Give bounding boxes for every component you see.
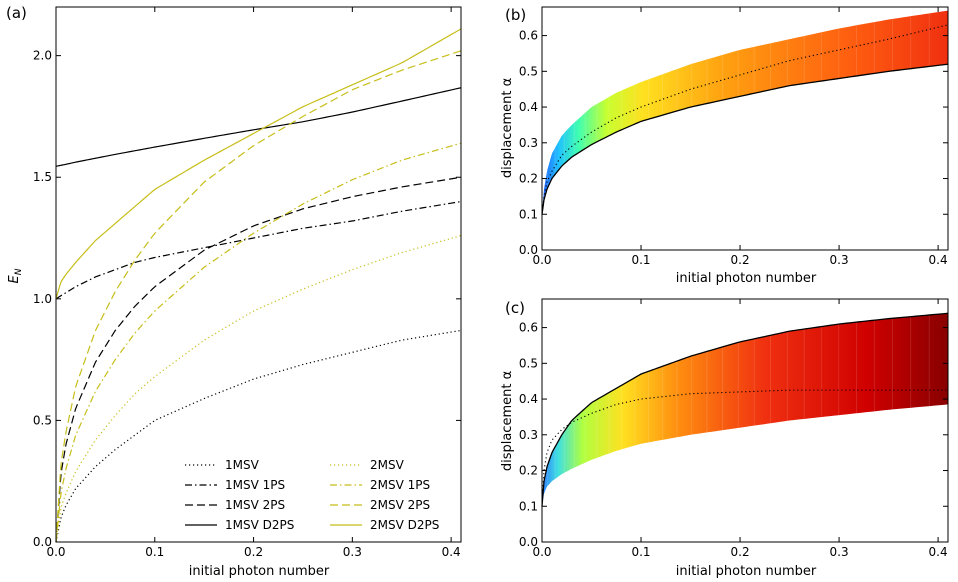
panel-b-ytick-label: 0.6: [519, 29, 538, 43]
panel-a-plot-area: 0.0 0.1 0.2 0.3 0.4 0.0 0.5 1.0 1.5 2.0: [33, 7, 462, 559]
legend-label: 2MSV 1PS: [370, 478, 430, 492]
legend-label: 2MSV 2PS: [370, 498, 430, 512]
panel-b-xtick-label: 0.3: [830, 253, 849, 267]
panel-b: (b) 0.0 0.1 0.2 0.3 0.4 0.0 0.1 0.2 0.3 0.4 0.5 0.6…: [500, 6, 949, 286]
panel-a: (a) 0.0 0.1 0.2 0.3 0.4 0.0 0.5 1.0 1.5 2.0 initi…: [6, 4, 462, 579]
panel-c-ytick-label: 0.3: [519, 428, 538, 442]
panel-c-band: [542, 313, 948, 507]
panel-c-ytick-label: 0.4: [519, 392, 538, 406]
panel-b-xtick-label: 0.2: [731, 253, 750, 267]
panel-a-legend: 1MSV 1MSV 1PS 1MSV 2PS 1MSV D2PS 2MSV 2MSV 1P…: [185, 458, 439, 532]
panel-a-xtick-label: 0.1: [145, 545, 164, 559]
panel-b-xtick-label: 0.1: [631, 253, 650, 267]
panel-a-series-2msv-d2ps: [55, 28, 462, 299]
panel-b-ytick-label: 0.3: [519, 136, 538, 150]
panel-a-xtick-label: 0.0: [46, 545, 65, 559]
panel-c-frame: [541, 298, 949, 543]
panel-a-series-1msv: [55, 329, 462, 543]
panel-a-series-1msv-2ps: [55, 176, 462, 543]
legend-label: 2MSV D2PS: [370, 518, 439, 532]
panel-b-lower-boundary: [541, 63, 949, 215]
panel-a-ytick-label: 1.0: [33, 292, 52, 306]
panel-a-xtick-label: 0.2: [244, 545, 263, 559]
panel-b-ytick-label: 0.0: [519, 243, 538, 257]
panel-b-label: (b): [505, 6, 526, 24]
panel-a-ylabel: EN: [7, 268, 24, 283]
panel-a-series-2msv-1ps: [55, 142, 462, 543]
panel-c: (c) 0.0 0.1 0.2 0.3 0.4 0.0 0.1 0.2 0.3 0.4 0.5 0.6…: [500, 298, 949, 579]
panel-c-xlabel: initial photon number: [676, 564, 817, 579]
panel-a-series-1msv-1ps: [55, 200, 462, 300]
panel-c-plot-area: 0.0 0.1 0.2 0.3 0.4 0.0 0.1 0.2 0.3 0.4 0.5 0.6: [519, 299, 949, 559]
panel-b-ytick-label: 0.2: [519, 172, 538, 186]
panel-c-xtick-label: 0.2: [731, 545, 750, 559]
panel-a-ytick-label: 0.0: [33, 535, 52, 549]
panel-c-ytick-label: 0.6: [519, 321, 538, 335]
legend-label: 1MSV 2PS: [225, 498, 285, 512]
panel-b-ytick-label: 0.5: [519, 64, 538, 78]
panel-b-xlabel: initial photon number: [676, 271, 817, 286]
panel-c-ylabel: displacement α: [500, 371, 515, 471]
panel-a-ytick-label: 0.5: [33, 413, 52, 427]
panel-c-optimal-curve: [541, 389, 948, 507]
panel-c-xtick-label: 0.3: [830, 545, 849, 559]
panel-c-upper-boundary: [541, 312, 949, 507]
panel-b-xtick-label: 0.0: [532, 253, 551, 267]
panel-c-ytick-label: 0.2: [519, 464, 538, 478]
panel-a-series-2msv-2ps: [55, 50, 462, 543]
panel-a-label: (a): [6, 4, 27, 22]
panel-a-ytick-label: 2.0: [33, 49, 52, 63]
legend-label: 1MSV D2PS: [225, 518, 294, 532]
panel-b-plot-area: 0.0 0.1 0.2 0.3 0.4 0.0 0.1 0.2 0.3 0.4 0.5 0.6: [519, 7, 949, 267]
legend-label: 1MSV 1PS: [225, 478, 285, 492]
legend-label: 2MSV: [370, 458, 405, 472]
panel-c-ytick-label: 0.5: [519, 356, 538, 370]
panel-b-frame: [541, 6, 949, 251]
panel-c-ytick-label: 0.0: [519, 535, 538, 549]
panel-a-xlabel: initial photon number: [189, 564, 330, 579]
panel-a-series-2msv: [55, 235, 462, 543]
panel-a-series-1msv-d2ps: [55, 87, 462, 167]
legend-label: 1MSV: [225, 458, 260, 472]
panel-c-ytick-label: 0.1: [519, 499, 538, 513]
panel-b-xtick-label: 0.4: [929, 253, 948, 267]
panel-a-xtick-label: 0.3: [343, 545, 362, 559]
panel-b-ytick-label: 0.1: [519, 207, 538, 221]
panel-a-xtick-label: 0.4: [442, 545, 461, 559]
panel-c-label: (c): [505, 299, 525, 317]
panel-b-ylabel: displacement α: [500, 78, 515, 178]
panel-c-xtick-label: 0.0: [532, 545, 551, 559]
panel-a-frame: [55, 6, 462, 543]
panel-c-xtick-label: 0.1: [631, 545, 650, 559]
panel-b-ytick-label: 0.4: [519, 100, 538, 114]
panel-a-ytick-label: 1.5: [33, 170, 52, 184]
panel-c-xtick-label: 0.4: [929, 545, 948, 559]
panel-b-band: [542, 10, 948, 215]
